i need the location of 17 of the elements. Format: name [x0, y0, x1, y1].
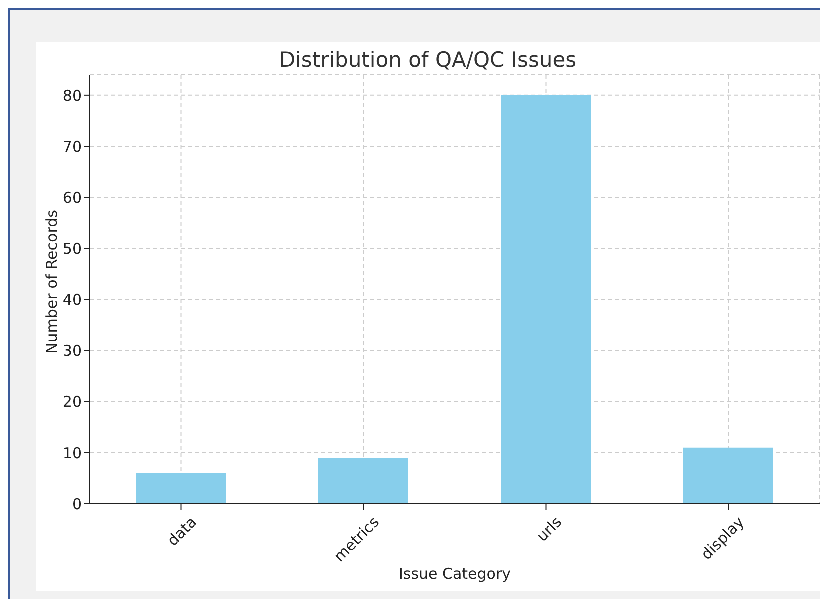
y-tick-label: 70: [62, 138, 82, 156]
bar: [136, 473, 226, 504]
y-tick-label: 10: [62, 444, 82, 462]
bar: [318, 458, 408, 504]
x-tick-label: urls: [533, 513, 566, 546]
chart-title: Distribution of QA/QC Issues: [278, 48, 578, 72]
y-tick-label: 60: [62, 188, 82, 207]
bar: [684, 448, 774, 504]
y-tick-label: 30: [62, 342, 82, 360]
y-tick-label: 0: [72, 495, 82, 514]
y-axis-title: Number of Records: [43, 210, 61, 354]
x-axis-title: Issue Category: [398, 565, 512, 583]
y-tick-label: 40: [62, 291, 82, 310]
y-tick-label: 50: [62, 240, 82, 258]
y-tick-label: 80: [62, 86, 82, 105]
y-tick-label: 20: [62, 393, 82, 412]
bar: [501, 95, 591, 504]
